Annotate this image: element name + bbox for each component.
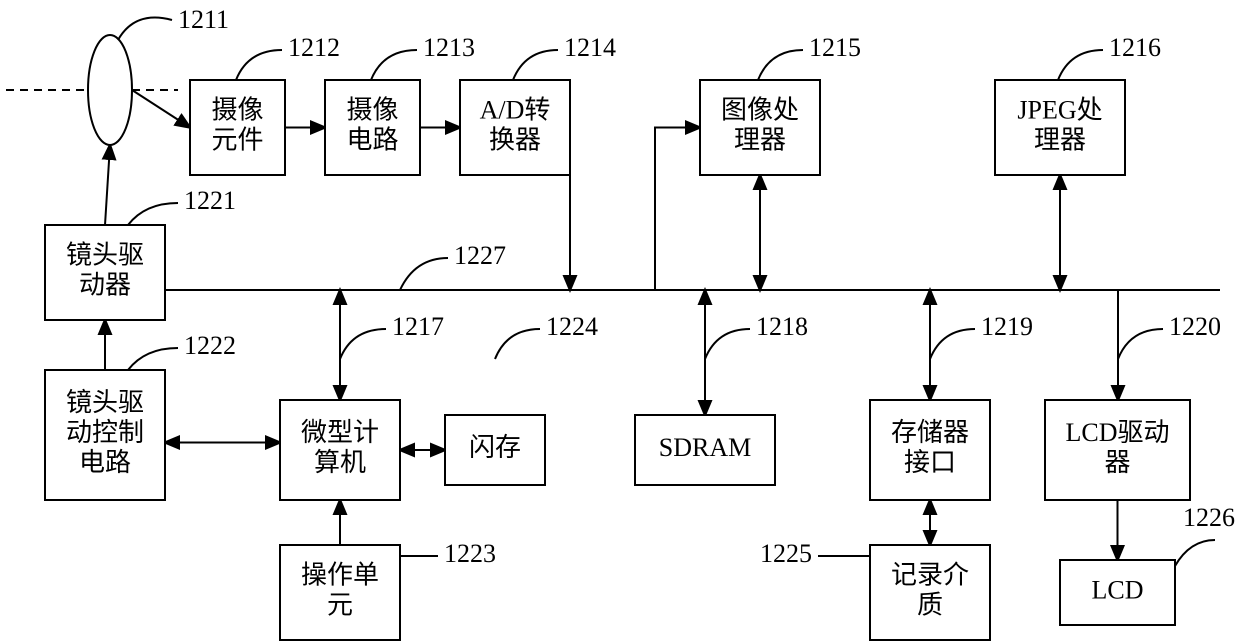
leader-1219 — [930, 329, 975, 359]
leader-1211 — [118, 18, 172, 41]
block-label-1221-1: 动器 — [79, 270, 131, 299]
block-label-1222-0: 镜头驱 — [66, 388, 144, 417]
leader-1213 — [371, 50, 417, 80]
leader-1222 — [128, 348, 178, 370]
lens-icon — [88, 35, 132, 145]
ref-1223: 1223 — [444, 539, 496, 568]
ref-1218: 1218 — [756, 312, 808, 341]
ref-1216: 1216 — [1109, 33, 1161, 62]
block-label-1219-1: 接口 — [904, 448, 956, 477]
block-label-1220-1: 器 — [1104, 448, 1130, 477]
ref-1227: 1227 — [454, 241, 506, 270]
block-label-1213-1: 电路 — [346, 125, 398, 154]
conn-3 — [105, 145, 110, 225]
block-label-1215-0: 图像处 — [721, 95, 799, 124]
conn-6 — [655, 128, 700, 291]
ref-1217: 1217 — [392, 312, 444, 341]
conn-0 — [132, 90, 190, 128]
block-label-1213-0: 摄像 — [346, 95, 398, 124]
block-label-1214-1: 换器 — [489, 125, 541, 154]
leader-1217 — [340, 329, 386, 359]
block-label-1226-0: LCD — [1092, 575, 1144, 604]
block-label-1225-0: 记录介 — [891, 560, 969, 589]
block-label-1221-0: 镜头驱 — [66, 240, 144, 269]
block-label-1217-1: 算机 — [314, 448, 366, 477]
block-label-1212-1: 元件 — [211, 125, 263, 154]
block-label-1223-0: 操作单 — [301, 560, 379, 589]
ref-1211: 1211 — [178, 5, 229, 34]
leader-1224 — [495, 329, 540, 359]
block-label-1225-1: 质 — [917, 590, 943, 619]
ref-1219: 1219 — [981, 312, 1033, 341]
block-label-1224-0: 闪存 — [469, 433, 521, 462]
block-label-1215-1: 理器 — [734, 125, 786, 154]
block-label-1217-0: 微型计 — [301, 418, 379, 447]
leader-1215 — [758, 50, 803, 80]
leader-1214 — [513, 50, 558, 80]
block-label-1216-0: JPEG处 — [1017, 95, 1102, 124]
block-label-1219-0: 存储器 — [891, 418, 969, 447]
block-diagram: 摄像元件摄像电路A/D转换器图像处理器JPEG处理器镜头驱动器镜头驱动控制电路微… — [0, 0, 1240, 644]
block-label-1216-1: 理器 — [1034, 125, 1086, 154]
leader-1227 — [400, 258, 448, 290]
ref-1213: 1213 — [423, 33, 475, 62]
leader-1216 — [1058, 50, 1103, 80]
ref-1222: 1222 — [184, 331, 236, 360]
block-label-1222-2: 电路 — [79, 448, 131, 477]
ref-1215: 1215 — [809, 33, 861, 62]
ref-1221: 1221 — [184, 186, 236, 215]
block-label-1222-1: 动控制 — [66, 418, 144, 447]
ref-1212: 1212 — [288, 33, 340, 62]
ref-1214: 1214 — [564, 33, 616, 62]
block-label-1214-0: A/D转 — [480, 95, 551, 124]
leader-1221 — [128, 203, 178, 225]
ref-1224: 1224 — [546, 312, 598, 341]
ref-1226: 1226 — [1183, 503, 1235, 532]
ref-1220: 1220 — [1169, 312, 1221, 341]
block-label-1223-1: 元 — [327, 590, 353, 619]
leader-1212 — [236, 50, 282, 80]
block-label-1220-0: LCD驱动 — [1065, 418, 1169, 447]
leader-1226 — [1175, 540, 1215, 566]
block-label-1212-0: 摄像 — [211, 95, 263, 124]
ref-1225: 1225 — [760, 539, 812, 568]
block-label-1218-0: SDRAM — [659, 433, 751, 462]
leader-1218 — [705, 329, 750, 359]
leader-1220 — [1118, 329, 1163, 359]
